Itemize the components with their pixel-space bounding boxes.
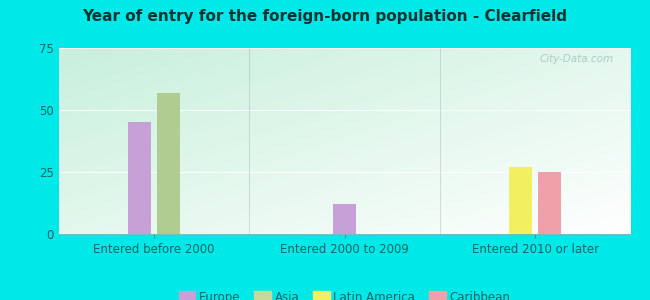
- Bar: [333, 204, 356, 234]
- Bar: [128, 122, 151, 234]
- Legend: Europe, Asia, Latin America, Caribbean: Europe, Asia, Latin America, Caribbean: [174, 286, 515, 300]
- Text: Year of entry for the foreign-born population - Clearfield: Year of entry for the foreign-born popul…: [83, 9, 567, 24]
- Bar: [510, 167, 532, 234]
- Bar: [538, 172, 561, 234]
- Bar: [157, 93, 179, 234]
- Text: City-Data.com: City-Data.com: [540, 54, 614, 64]
